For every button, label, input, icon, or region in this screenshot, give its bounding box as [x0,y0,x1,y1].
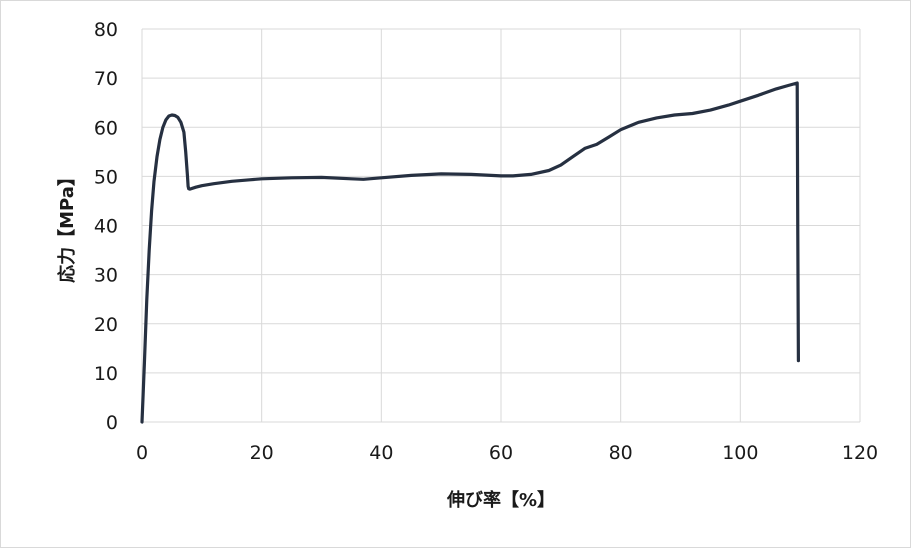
x-tick-label: 80 [609,442,633,464]
x-tick-label: 100 [722,442,758,464]
x-tick-label: 120 [842,442,878,464]
y-tick-label: 0 [106,412,118,434]
y-tick-label: 30 [94,265,118,287]
x-tick-labels: 0 20 40 60 80 100 120 [136,442,878,464]
y-tick-label: 20 [94,314,118,336]
y-axis-title: 応力【MPa】 [56,168,78,283]
y-tick-label: 10 [94,363,118,385]
x-tick-label: 20 [250,442,274,464]
x-tick-label: 60 [489,442,513,464]
y-tick-label: 50 [94,166,118,188]
stress-strain-series-line [140,81,801,424]
y-tick-label: 80 [94,19,118,41]
x-axis-title: 伸び率【%】 [446,489,555,511]
series-group [140,81,801,424]
y-tick-label: 60 [94,117,118,139]
y-tick-labels: 0 10 20 30 40 50 60 70 80 [94,19,118,434]
y-tick-label: 40 [94,216,118,238]
y-tick-label: 70 [94,68,118,90]
x-tick-label: 40 [369,442,393,464]
x-tick-label: 0 [136,442,148,464]
